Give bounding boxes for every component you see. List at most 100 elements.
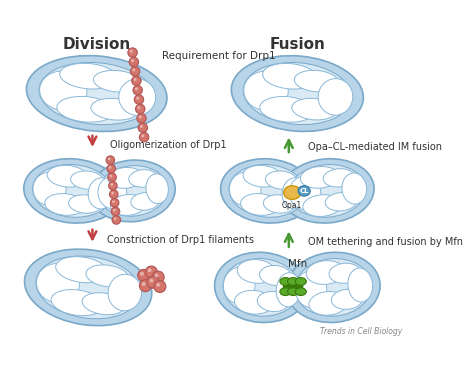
Ellipse shape: [301, 166, 339, 188]
Circle shape: [110, 183, 113, 186]
Ellipse shape: [36, 263, 80, 303]
Text: Trends in Cell Biology: Trends in Cell Biology: [320, 327, 402, 336]
Text: Opa1: Opa1: [282, 201, 302, 210]
Circle shape: [152, 271, 164, 283]
Circle shape: [137, 269, 150, 282]
Ellipse shape: [260, 97, 314, 122]
Ellipse shape: [129, 170, 157, 187]
Ellipse shape: [25, 249, 152, 326]
Ellipse shape: [215, 252, 309, 323]
Circle shape: [154, 280, 166, 293]
Ellipse shape: [71, 171, 104, 189]
Ellipse shape: [223, 259, 300, 316]
Circle shape: [128, 48, 137, 57]
Ellipse shape: [241, 194, 279, 215]
Ellipse shape: [280, 159, 374, 223]
Ellipse shape: [237, 259, 276, 283]
Circle shape: [112, 200, 115, 203]
Ellipse shape: [342, 173, 366, 204]
Circle shape: [146, 266, 157, 278]
Ellipse shape: [284, 186, 301, 199]
Circle shape: [136, 97, 139, 100]
Ellipse shape: [33, 165, 113, 217]
Ellipse shape: [88, 178, 114, 209]
Circle shape: [139, 132, 149, 142]
Circle shape: [139, 115, 142, 118]
Text: OM tethering and fusion by Mfn: OM tethering and fusion by Mfn: [308, 237, 463, 247]
Circle shape: [147, 276, 159, 288]
Ellipse shape: [298, 186, 310, 196]
Circle shape: [106, 156, 115, 165]
Text: Constriction of Drp1 filaments: Constriction of Drp1 filaments: [107, 235, 254, 245]
Text: Mfn: Mfn: [288, 259, 307, 269]
Ellipse shape: [108, 274, 142, 311]
Text: CL: CL: [300, 188, 309, 194]
Circle shape: [113, 209, 116, 211]
Ellipse shape: [295, 259, 372, 316]
Ellipse shape: [231, 56, 364, 131]
Circle shape: [109, 166, 111, 169]
Ellipse shape: [56, 257, 108, 283]
Ellipse shape: [86, 265, 129, 287]
Ellipse shape: [69, 195, 101, 213]
Text: Oligomerization of Drp1: Oligomerization of Drp1: [109, 140, 226, 150]
Circle shape: [134, 95, 144, 104]
Ellipse shape: [146, 174, 168, 204]
Circle shape: [111, 192, 114, 194]
Ellipse shape: [108, 168, 143, 188]
Ellipse shape: [47, 165, 88, 187]
Text: Fusion: Fusion: [269, 37, 325, 52]
Circle shape: [109, 182, 117, 190]
Ellipse shape: [295, 277, 306, 285]
Ellipse shape: [27, 56, 167, 131]
Circle shape: [109, 175, 112, 177]
Ellipse shape: [39, 62, 155, 125]
Text: Requirement for Drp1: Requirement for Drp1: [162, 51, 275, 61]
Ellipse shape: [323, 169, 355, 187]
Circle shape: [135, 87, 138, 90]
Circle shape: [148, 268, 152, 272]
Text: Opa–CL-mediated IM fusion: Opa–CL-mediated IM fusion: [308, 141, 442, 152]
Ellipse shape: [295, 288, 306, 296]
Ellipse shape: [131, 193, 159, 210]
Ellipse shape: [51, 290, 103, 315]
FancyBboxPatch shape: [283, 285, 303, 290]
Ellipse shape: [57, 96, 115, 122]
Circle shape: [111, 207, 120, 215]
Ellipse shape: [329, 263, 361, 283]
Ellipse shape: [292, 98, 336, 120]
Circle shape: [108, 173, 116, 182]
Circle shape: [132, 69, 135, 72]
Circle shape: [134, 78, 137, 81]
Circle shape: [138, 123, 147, 132]
Ellipse shape: [325, 193, 357, 211]
Circle shape: [109, 190, 118, 199]
Circle shape: [108, 158, 110, 161]
Ellipse shape: [263, 63, 317, 89]
Ellipse shape: [306, 261, 345, 284]
Ellipse shape: [288, 277, 299, 285]
Ellipse shape: [260, 265, 291, 286]
Text: Division: Division: [63, 37, 131, 52]
Ellipse shape: [98, 166, 167, 216]
Ellipse shape: [235, 290, 273, 314]
Ellipse shape: [229, 172, 261, 206]
Circle shape: [107, 165, 116, 173]
Circle shape: [110, 199, 119, 207]
Ellipse shape: [243, 165, 282, 187]
Ellipse shape: [280, 288, 291, 296]
Circle shape: [139, 280, 151, 292]
Ellipse shape: [282, 178, 307, 209]
Ellipse shape: [40, 71, 87, 110]
Circle shape: [142, 282, 146, 286]
Circle shape: [130, 67, 140, 76]
Ellipse shape: [119, 79, 155, 115]
Ellipse shape: [45, 193, 85, 215]
Ellipse shape: [286, 252, 380, 323]
Circle shape: [136, 104, 145, 114]
Circle shape: [114, 217, 117, 220]
Circle shape: [129, 57, 138, 67]
Circle shape: [132, 76, 141, 86]
Circle shape: [141, 134, 144, 137]
Ellipse shape: [348, 268, 373, 302]
